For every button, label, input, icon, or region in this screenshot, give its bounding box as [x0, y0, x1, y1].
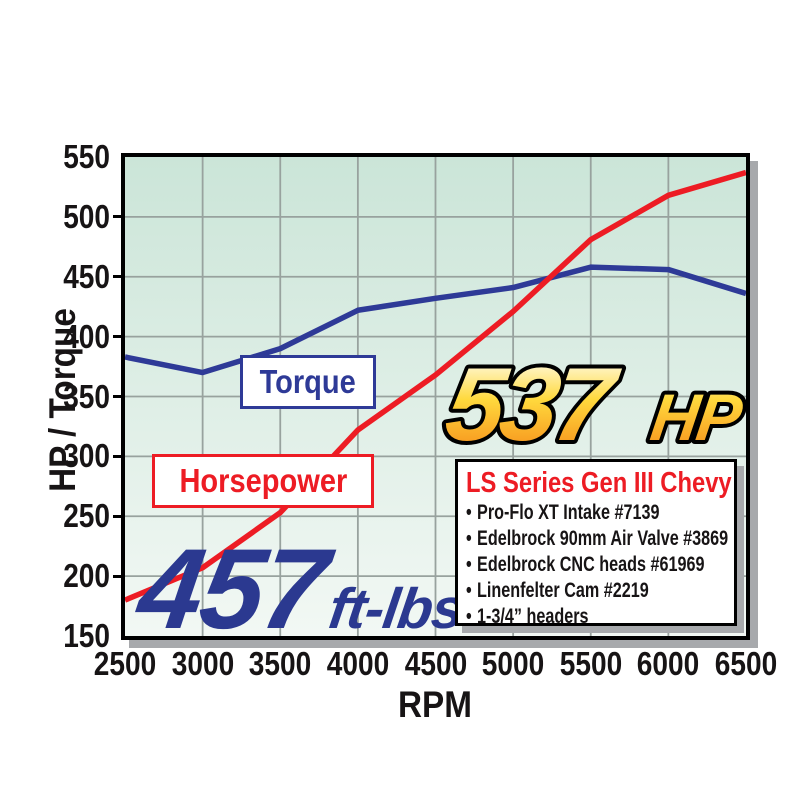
spec-item: • Edelbrock CNC heads #61969	[466, 552, 726, 578]
x-tick-label: 3500	[249, 645, 312, 682]
spec-item: • Linenfelter Cam #2219	[466, 578, 726, 604]
spec-item-text: Linenfelter Cam #2219	[477, 579, 649, 602]
torque-legend-box: Torque	[240, 355, 376, 409]
y-tick-label: 500	[63, 197, 110, 235]
horsepower-legend-label: Horsepower	[179, 462, 347, 499]
bullet-icon: •	[466, 553, 472, 576]
y-axis-tick	[113, 574, 121, 578]
peak-torque-callout: 457 ft-lbs	[131, 526, 473, 653]
spec-item-text: Edelbrock CNC heads #61969	[477, 553, 705, 576]
y-tick-label: 200	[63, 557, 110, 595]
bullet-icon: •	[466, 579, 472, 602]
y-tick-label: 250	[63, 497, 110, 535]
peak-hp-value: 537	[439, 346, 626, 462]
x-tick-label: 5500	[559, 645, 622, 682]
peak-hp-callout: 537 HP	[436, 344, 751, 462]
spec-item: • Edelbrock 90mm Air Valve #3869	[466, 526, 729, 552]
engine-spec-list: • Pro-Flo XT Intake #7139 • Edelbrock 90mm …	[466, 500, 729, 630]
x-tick-label: 5000	[481, 645, 545, 682]
x-tick-label: 3000	[171, 645, 234, 682]
y-axis-tick	[113, 395, 121, 398]
torque-curve	[125, 264, 746, 376]
x-tick-label: 6500	[714, 645, 778, 682]
bullet-icon: •	[466, 501, 472, 524]
bullet-icon: •	[466, 605, 472, 628]
peak-hp-unit: HP	[646, 381, 747, 455]
spec-item: • Pro-Flo XT Intake #7139	[466, 500, 726, 526]
y-tick-label: 400	[63, 317, 110, 355]
y-axis-tick	[113, 275, 121, 279]
horsepower-curve	[125, 169, 746, 603]
x-tick-label: 2500	[93, 645, 157, 682]
spec-item-text: 1-3/4” headers	[477, 605, 589, 628]
y-axis-tick	[113, 215, 121, 219]
y-tick-label: 450	[63, 257, 110, 295]
x-tick-label: 6000	[637, 645, 700, 682]
y-tick-label: 350	[63, 377, 110, 415]
x-tick-label: 4500	[404, 645, 467, 682]
peak-torque-unit: ft-lbs	[325, 577, 468, 641]
torque-legend-label: Torque	[259, 363, 357, 400]
y-tick-label: 300	[63, 437, 110, 475]
spec-item-text: Edelbrock 90mm Air Valve #3869	[477, 527, 729, 550]
y-axis-tick	[113, 514, 121, 518]
spec-item-text: Pro-Flo XT Intake #7139	[477, 501, 660, 524]
y-axis-tick	[113, 454, 121, 458]
peak-torque-value: 457	[131, 526, 334, 653]
spec-item: • 1-3/4” headers	[466, 604, 726, 630]
x-tick-label: 4000	[326, 645, 390, 682]
y-tick-label: 550	[63, 138, 110, 175]
bullet-icon: •	[466, 527, 472, 550]
x-axis-title: RPM	[397, 684, 473, 725]
y-axis-tick	[113, 335, 121, 339]
horsepower-legend-box: Horsepower	[152, 454, 374, 508]
engine-spec-title: LS Series Gen III Chevy	[466, 467, 732, 499]
y-tick-label: 150	[63, 617, 110, 654]
engine-spec-box: LS Series Gen III Chevy • Pro-Flo XT Inta…	[455, 459, 737, 628]
